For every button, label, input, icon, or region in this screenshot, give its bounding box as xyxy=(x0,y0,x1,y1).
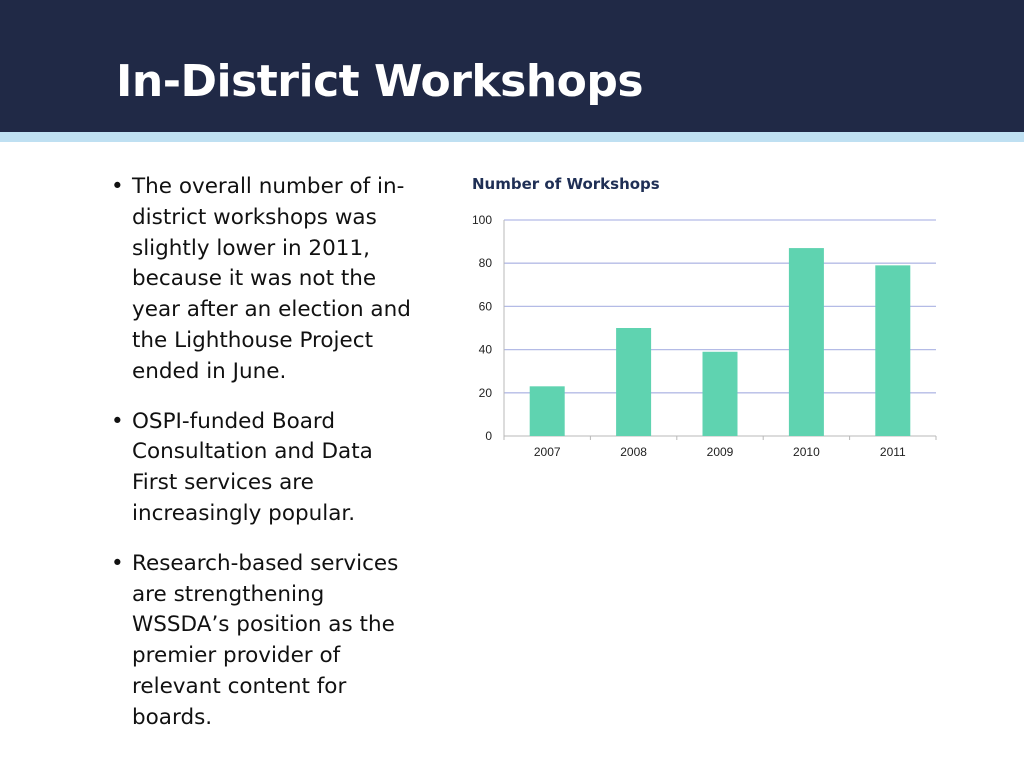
y-tick-label: 20 xyxy=(479,386,493,400)
x-tick-label: 2009 xyxy=(707,445,734,459)
bar xyxy=(788,248,824,436)
slide-title: In-District Workshops xyxy=(116,56,644,107)
header-accent-stripe xyxy=(0,132,1024,142)
bullet-list: • The overall number of in-district work… xyxy=(110,172,420,753)
y-tick-label: 0 xyxy=(485,429,492,443)
x-tick-label: 2011 xyxy=(880,445,906,459)
bar xyxy=(875,265,911,436)
bullet-glyph: • xyxy=(111,408,124,434)
bullet-text: OSPI-funded Board Consultation and Data … xyxy=(132,408,373,526)
bar-chart-svg: 0 20 40 60 80 100 2007 2008 2009 2010 2011 xyxy=(472,213,937,459)
bar xyxy=(529,386,565,436)
slide-header xyxy=(0,0,1024,132)
chart-title: Number of Workshops xyxy=(472,175,660,193)
bar xyxy=(616,328,652,436)
x-tick-label: 2007 xyxy=(534,445,561,459)
y-tick-label: 40 xyxy=(479,343,493,357)
bar-chart: 0 20 40 60 80 100 2007 2008 2009 2010 2011 xyxy=(440,200,950,480)
bullet-glyph: • xyxy=(111,550,124,576)
bullet-item: • OSPI-funded Board Consultation and Dat… xyxy=(110,407,420,530)
bullet-text: Research-based services are strengthenin… xyxy=(132,550,399,730)
bullet-item: • Research-based services are strengthen… xyxy=(110,549,420,734)
x-tick-label: 2010 xyxy=(793,445,820,459)
y-tick-label: 60 xyxy=(479,299,493,313)
y-tick-label: 80 xyxy=(479,256,493,270)
bullet-glyph: • xyxy=(111,174,124,199)
x-tick-label: 2008 xyxy=(620,445,647,459)
bullet-text: The overall number of in-district worksh… xyxy=(132,174,411,384)
bullet-item: • The overall number of in-district work… xyxy=(110,172,420,388)
y-tick-label: 100 xyxy=(472,213,492,227)
bar xyxy=(702,351,738,436)
